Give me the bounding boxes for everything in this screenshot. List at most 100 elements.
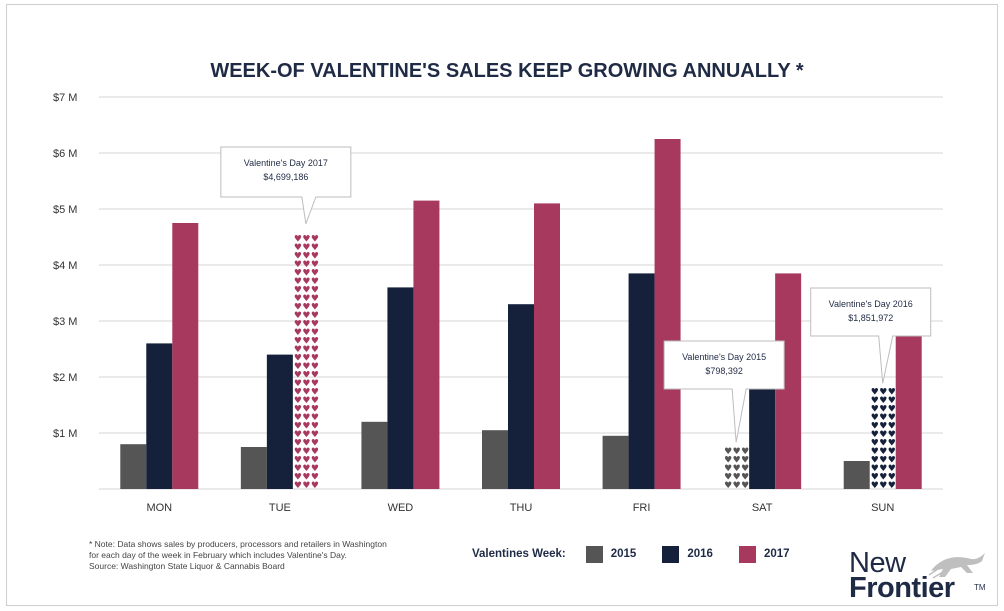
heart-icon: ♥ bbox=[741, 464, 749, 474]
heart-icon: ♥ bbox=[888, 430, 896, 440]
heart-icon: ♥ bbox=[879, 456, 887, 466]
heart-icon: ♥ bbox=[311, 405, 319, 415]
legend-label-2017: 2017 bbox=[763, 548, 790, 560]
heart-icon: ♥ bbox=[311, 481, 319, 491]
heart-icon: ♥ bbox=[302, 354, 310, 364]
bar-mon-2016 bbox=[146, 343, 173, 489]
heart-icon: ♥ bbox=[294, 260, 302, 270]
heart-bar-sat-2015: ♥ ♥ ♥♥ ♥ ♥♥ ♥ ♥♥ ♥ ♥♥ ♥ ♥ bbox=[724, 447, 749, 491]
heart-icon: ♥ bbox=[311, 294, 319, 304]
heart-icon: ♥ bbox=[311, 260, 319, 270]
heart-icon: ♥ bbox=[311, 447, 319, 457]
heart-icon: ♥ bbox=[311, 277, 319, 287]
x-tick-label: THU bbox=[510, 502, 533, 514]
x-tick-label: SUN bbox=[871, 502, 894, 514]
heart-icon: ♥ bbox=[311, 422, 319, 432]
y-tick-label: $2 M bbox=[53, 372, 77, 384]
heart-icon: ♥ bbox=[888, 464, 896, 474]
heart-icon: ♥ bbox=[294, 269, 302, 279]
bar-thu-2015 bbox=[482, 430, 508, 489]
heart-icon: ♥ bbox=[724, 464, 732, 474]
callout-layer: Valentine's Day 2017$4,699,186Valentine'… bbox=[220, 146, 932, 443]
heart-icon: ♥ bbox=[302, 252, 310, 262]
heart-icon: ♥ bbox=[302, 320, 310, 330]
callout-line-2: $1,851,972 bbox=[848, 313, 893, 323]
bar-mon-2015 bbox=[120, 444, 147, 489]
heart-icon: ♥ bbox=[311, 286, 319, 296]
heart-icon: ♥ bbox=[294, 362, 302, 372]
bar-wed-2017 bbox=[413, 200, 440, 489]
heart-icon: ♥ bbox=[294, 354, 302, 364]
heart-icon: ♥ bbox=[294, 447, 302, 457]
heart-icon: ♥ bbox=[888, 413, 896, 423]
y-tick-label: $6 M bbox=[53, 148, 77, 160]
heart-icon: ♥ bbox=[294, 473, 302, 483]
bar-tue-2016 bbox=[266, 354, 293, 489]
heart-icon: ♥ bbox=[871, 481, 879, 491]
heart-icon: ♥ bbox=[302, 413, 310, 423]
heart-icon: ♥ bbox=[879, 430, 887, 440]
heart-icon: ♥ bbox=[302, 303, 310, 313]
heart-icon: ♥ bbox=[311, 328, 319, 338]
heart-icon: ♥ bbox=[294, 243, 302, 253]
heart-icon: ♥ bbox=[311, 371, 319, 381]
heart-icon: ♥ bbox=[302, 269, 310, 279]
heart-icon: ♥ bbox=[294, 345, 302, 355]
heart-icon: ♥ bbox=[294, 405, 302, 415]
x-tick-label: TUE bbox=[269, 502, 291, 514]
note-line-2: for each day of the week in February whi… bbox=[89, 550, 347, 560]
heart-icon: ♥ bbox=[871, 405, 879, 415]
heart-icon: ♥ bbox=[311, 388, 319, 398]
heart-icon: ♥ bbox=[302, 456, 310, 466]
heart-icon: ♥ bbox=[888, 439, 896, 449]
heart-icon: ♥ bbox=[733, 481, 741, 491]
chart-svg: WEEK-OF VALENTINE'S SALES KEEP GROWING A… bbox=[53, 60, 943, 514]
callout-box bbox=[220, 146, 352, 225]
heart-icon: ♥ bbox=[302, 422, 310, 432]
heart-icon: ♥ bbox=[302, 260, 310, 270]
heart-icon: ♥ bbox=[302, 379, 310, 389]
heart-icon: ♥ bbox=[888, 456, 896, 466]
bar-wed-2015 bbox=[361, 421, 388, 489]
heart-icon: ♥ bbox=[871, 388, 879, 398]
legend-swatch-2015 bbox=[585, 545, 603, 563]
heart-icon: ♥ bbox=[888, 447, 896, 457]
heart-icon: ♥ bbox=[871, 473, 879, 483]
heart-icon: ♥ bbox=[302, 235, 310, 245]
bar-fri-2016 bbox=[628, 273, 655, 489]
heart-icon: ♥ bbox=[741, 473, 749, 483]
bar-thu-2016 bbox=[508, 304, 534, 489]
heart-icon: ♥ bbox=[302, 430, 310, 440]
heart-icon: ♥ bbox=[871, 396, 879, 406]
x-tick-label: SAT bbox=[752, 502, 773, 514]
heart-icon: ♥ bbox=[888, 388, 896, 398]
heart-icon: ♥ bbox=[871, 430, 879, 440]
logo-line-1: New bbox=[849, 547, 906, 579]
running-horse-icon bbox=[928, 553, 985, 579]
heart-icon: ♥ bbox=[302, 396, 310, 406]
heart-icon: ♥ bbox=[302, 439, 310, 449]
heart-icon: ♥ bbox=[888, 422, 896, 432]
bar-tue-2015 bbox=[240, 447, 267, 489]
callout-box bbox=[810, 287, 932, 384]
heart-icon: ♥ bbox=[302, 311, 310, 321]
heart-icon: ♥ bbox=[311, 345, 319, 355]
heart-icon: ♥ bbox=[724, 473, 732, 483]
heart-icon: ♥ bbox=[879, 396, 887, 406]
heart-icon: ♥ bbox=[879, 413, 887, 423]
chart-note: * Note: Data shows sales by producers, p… bbox=[89, 539, 459, 572]
heart-icon: ♥ bbox=[311, 235, 319, 245]
heart-icon: ♥ bbox=[741, 447, 749, 457]
callout-line-2: $798,392 bbox=[705, 366, 743, 376]
heart-icon: ♥ bbox=[724, 447, 732, 457]
heart-icon: ♥ bbox=[294, 328, 302, 338]
heart-bar-tue-2017: ♥ ♥ ♥♥ ♥ ♥♥ ♥ ♥♥ ♥ ♥♥ ♥ ♥♥ ♥ ♥♥ ♥ ♥♥ ♥ ♥♥ ♥ ♥♥ ♥ ♥♥ ♥ ♥♥ ♥ ♥♥ ♥ ♥♥… bbox=[294, 235, 319, 492]
heart-icon: ♥ bbox=[871, 422, 879, 432]
bar-wed-2016 bbox=[387, 287, 414, 489]
heart-icon: ♥ bbox=[311, 413, 319, 423]
bar-mon-2017 bbox=[172, 223, 199, 489]
y-tick-label: $7 M bbox=[53, 92, 77, 104]
heart-icon: ♥ bbox=[311, 337, 319, 347]
heart-icon: ♥ bbox=[871, 447, 879, 457]
callout-line-1: Valentine's Day 2017 bbox=[244, 158, 328, 168]
